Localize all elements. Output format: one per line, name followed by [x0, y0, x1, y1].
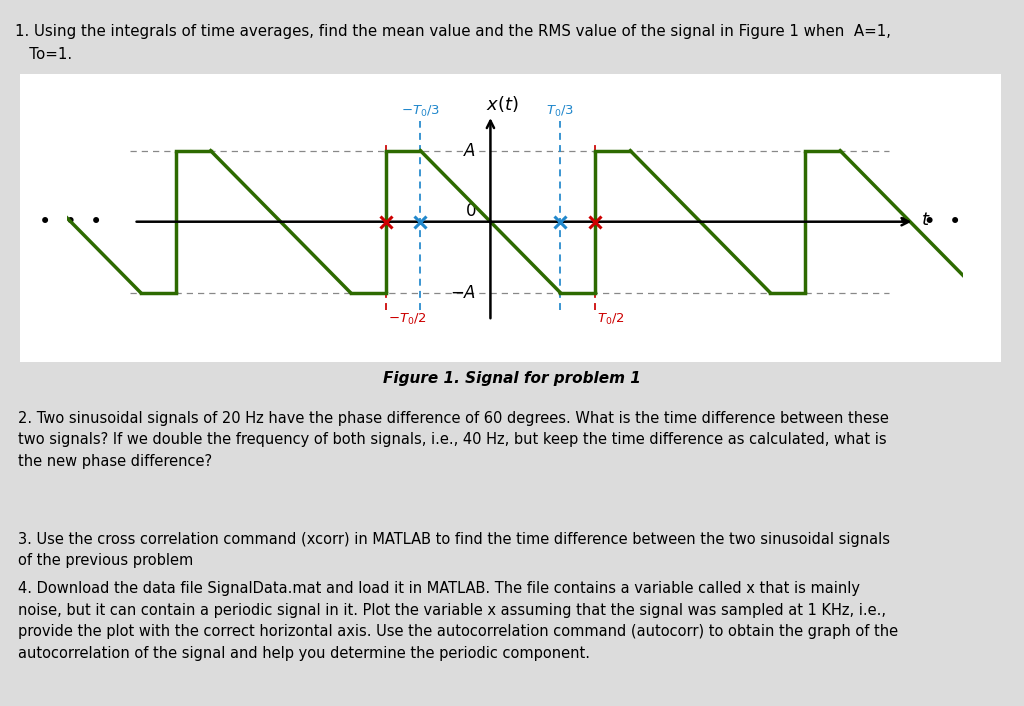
- Text: $-A$: $-A$: [450, 284, 476, 301]
- Text: $A$: $A$: [463, 142, 476, 160]
- Text: $x(t)$: $x(t)$: [485, 94, 518, 114]
- Text: To=1.: To=1.: [15, 47, 73, 62]
- Text: 4. Download the data file SignalData.mat and load it in MATLAB. The file contain: 4. Download the data file SignalData.mat…: [18, 581, 898, 661]
- Text: $-T_0/3$: $-T_0/3$: [400, 104, 440, 119]
- Text: $0$: $0$: [465, 202, 476, 220]
- Text: •  •  •: • • •: [897, 212, 961, 232]
- Text: •  •  •: • • •: [39, 212, 102, 232]
- Text: $T_0/3$: $T_0/3$: [546, 104, 574, 119]
- Text: Figure 1. Signal for problem 1: Figure 1. Signal for problem 1: [383, 371, 641, 386]
- Text: 1. Using the integrals of time averages, find the mean value and the RMS value o: 1. Using the integrals of time averages,…: [15, 24, 891, 39]
- Text: $t$: $t$: [921, 211, 930, 229]
- Text: 2. Two sinusoidal signals of 20 Hz have the phase difference of 60 degrees. What: 2. Two sinusoidal signals of 20 Hz have …: [18, 411, 889, 469]
- Text: 3. Use the cross correlation command (xcorr) in MATLAB to find the time differen: 3. Use the cross correlation command (xc…: [18, 532, 891, 568]
- Text: $T_0/2$: $T_0/2$: [597, 312, 625, 327]
- Text: $-T_0/2$: $-T_0/2$: [388, 312, 426, 327]
